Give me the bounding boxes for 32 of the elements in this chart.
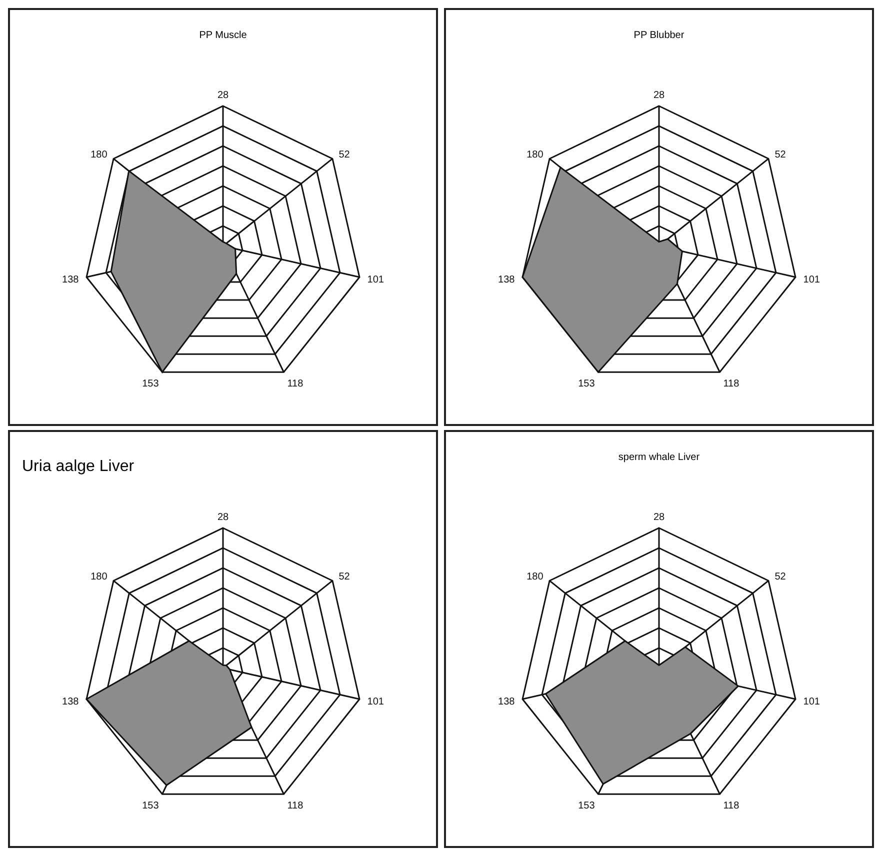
- spoke-label: 180: [526, 571, 544, 582]
- spoke-label: 180: [526, 149, 544, 160]
- chart-title: Uria aalge Liver: [22, 458, 134, 476]
- spoke-label: 180: [90, 149, 108, 160]
- spoke-label: 52: [338, 149, 350, 160]
- spoke-label: 118: [723, 378, 740, 390]
- spoke-label: 180: [90, 571, 108, 582]
- spoke-label: 28: [217, 90, 229, 101]
- spoke-label: 138: [498, 274, 516, 286]
- spoke-label: 101: [367, 696, 384, 708]
- chart-title: sperm whale Liver: [617, 452, 701, 463]
- spoke-label: 153: [578, 800, 596, 812]
- spoke-label: 153: [142, 800, 160, 812]
- spoke-label: 28: [653, 512, 665, 523]
- spoke-label: 52: [774, 149, 786, 160]
- spoke-label: 118: [287, 800, 304, 812]
- spoke-label: 101: [367, 274, 384, 286]
- spoke-label: 118: [287, 378, 304, 390]
- chart-title: PP Muscle: [198, 30, 248, 41]
- spoke-label: 52: [338, 571, 350, 582]
- spoke-label: 101: [803, 274, 820, 286]
- spoke-label: 138: [62, 274, 80, 286]
- spoke-label: 28: [217, 512, 229, 523]
- spoke-label: 28: [653, 90, 665, 101]
- spoke-label: 52: [774, 571, 786, 582]
- spoke-label: 138: [62, 696, 80, 708]
- spoke-label: 138: [498, 696, 516, 708]
- spoke-label: 101: [803, 696, 820, 708]
- spoke-label: 153: [578, 378, 596, 390]
- spoke-label: 118: [723, 800, 740, 812]
- chart-title: PP Blubber: [632, 30, 686, 41]
- spoke-label: 153: [142, 378, 160, 390]
